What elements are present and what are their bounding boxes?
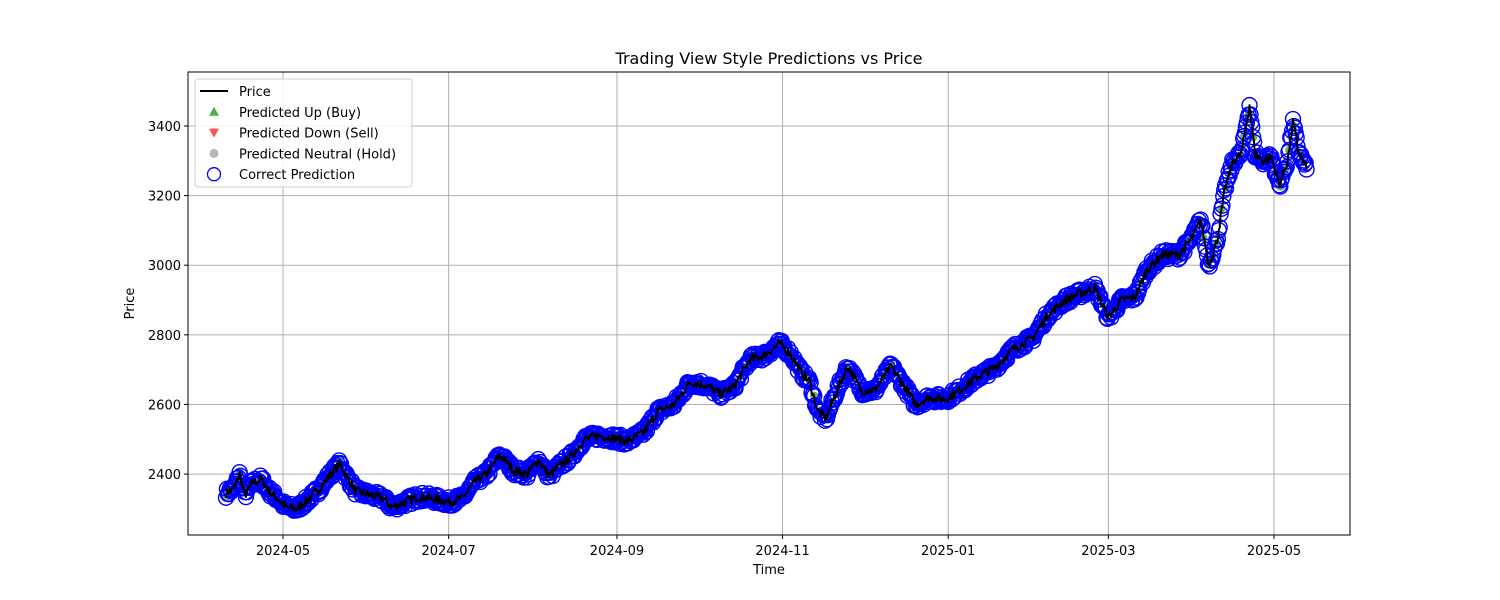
price-series-line (225, 104, 1308, 512)
legend-label: Correct Prediction (239, 168, 355, 183)
y-tick-label: 3200 (148, 190, 181, 205)
neutral-circle-icon (209, 148, 219, 158)
x-tick-label: 2024-05 (256, 544, 310, 559)
y-tick-label: 2800 (148, 329, 181, 344)
legend: Price Predicted Up (Buy) Predicted Down (S… (194, 78, 413, 188)
correct-prediction-ring (1298, 161, 1315, 178)
correct-prediction-ring (1277, 160, 1294, 177)
legend-label: Price (239, 85, 271, 100)
y-axis-label: Price (123, 288, 138, 320)
correct-prediction-ring (1238, 114, 1256, 131)
legend-label: Predicted Down (Sell) (239, 127, 379, 142)
triangle-up-icon (209, 106, 219, 116)
x-tick-label: 2024-09 (590, 544, 644, 559)
correct-ring-icon (206, 167, 222, 182)
legend-label: Predicted Up (Buy) (239, 106, 361, 121)
x-tick-label: 2024-11 (755, 544, 809, 559)
correct-prediction-ring (237, 488, 255, 506)
correct-prediction-ring (1286, 119, 1303, 137)
y-axis-ticks: 2400 2600 2800 3000 3200 3400 (148, 120, 188, 483)
x-axis-label: Time (752, 563, 785, 578)
correct-prediction-ring (1276, 161, 1294, 179)
x-axis-ticks: 2024-05 2024-07 2024-09 2024-11 2025-01 2025-… (256, 535, 1301, 559)
y-tick-label: 3000 (148, 259, 181, 274)
correct-prediction-ring (1297, 154, 1314, 172)
plot-frame (187, 71, 1351, 536)
chart-title: Trading View Style Predictions vs Price (615, 49, 923, 68)
y-tick-label: 3400 (148, 120, 181, 135)
x-tick-label: 2025-01 (921, 544, 975, 559)
correct-prediction-ring (318, 473, 335, 490)
correct-prediction-ring (1192, 211, 1209, 228)
correct-prediction-ring (572, 439, 589, 457)
correct-prediction-ring (230, 469, 247, 486)
y-tick-label: 2400 (148, 468, 181, 483)
x-tick-label: 2024-07 (421, 544, 475, 559)
triangle-down-icon (209, 128, 219, 138)
legend-box (194, 78, 413, 188)
correct-prediction-ring (737, 358, 754, 375)
x-tick-label: 2025-03 (1081, 544, 1135, 559)
x-tick-label: 2025-05 (1247, 544, 1301, 559)
y-tick-label: 2600 (148, 398, 181, 413)
legend-label: Predicted Neutral (Hold) (239, 147, 396, 162)
